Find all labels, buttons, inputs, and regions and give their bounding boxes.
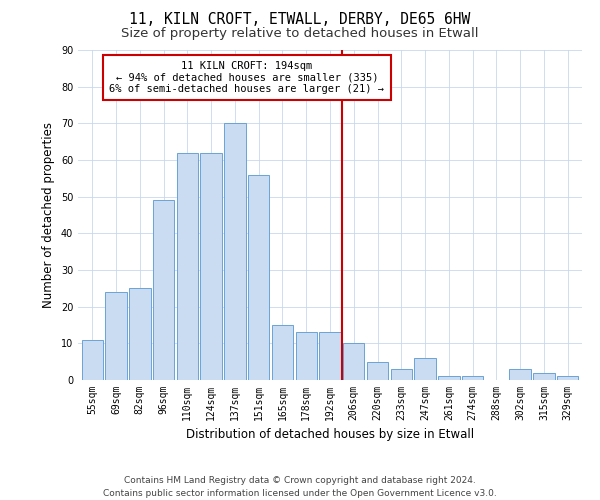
Bar bbox=[438, 376, 460, 380]
Text: Size of property relative to detached houses in Etwall: Size of property relative to detached ho… bbox=[121, 28, 479, 40]
Bar bbox=[200, 152, 222, 380]
Bar bbox=[106, 292, 127, 380]
X-axis label: Distribution of detached houses by size in Etwall: Distribution of detached houses by size … bbox=[186, 428, 474, 442]
Bar bbox=[272, 325, 293, 380]
Bar bbox=[319, 332, 341, 380]
Text: 11 KILN CROFT: 194sqm
← 94% of detached houses are smaller (335)
6% of semi-deta: 11 KILN CROFT: 194sqm ← 94% of detached … bbox=[109, 61, 384, 94]
Bar bbox=[248, 174, 269, 380]
Bar bbox=[176, 152, 198, 380]
Y-axis label: Number of detached properties: Number of detached properties bbox=[42, 122, 55, 308]
Bar bbox=[296, 332, 317, 380]
Bar bbox=[224, 124, 245, 380]
Bar bbox=[82, 340, 103, 380]
Bar bbox=[153, 200, 174, 380]
Text: Contains HM Land Registry data © Crown copyright and database right 2024.
Contai: Contains HM Land Registry data © Crown c… bbox=[103, 476, 497, 498]
Bar bbox=[509, 369, 531, 380]
Bar bbox=[129, 288, 151, 380]
Bar bbox=[462, 376, 484, 380]
Text: 11, KILN CROFT, ETWALL, DERBY, DE65 6HW: 11, KILN CROFT, ETWALL, DERBY, DE65 6HW bbox=[130, 12, 470, 28]
Bar bbox=[533, 372, 554, 380]
Bar bbox=[557, 376, 578, 380]
Bar bbox=[367, 362, 388, 380]
Bar bbox=[391, 369, 412, 380]
Bar bbox=[343, 344, 364, 380]
Bar bbox=[415, 358, 436, 380]
